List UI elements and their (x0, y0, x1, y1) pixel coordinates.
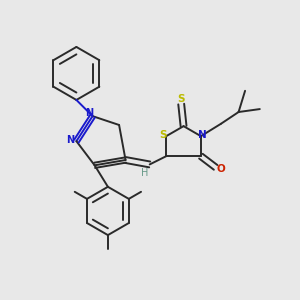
Text: N: N (85, 108, 93, 118)
Text: S: S (160, 130, 167, 140)
Text: N: N (66, 135, 74, 145)
Text: N: N (198, 130, 207, 140)
Text: O: O (217, 164, 225, 174)
Text: H: H (141, 168, 148, 178)
Text: S: S (178, 94, 185, 104)
